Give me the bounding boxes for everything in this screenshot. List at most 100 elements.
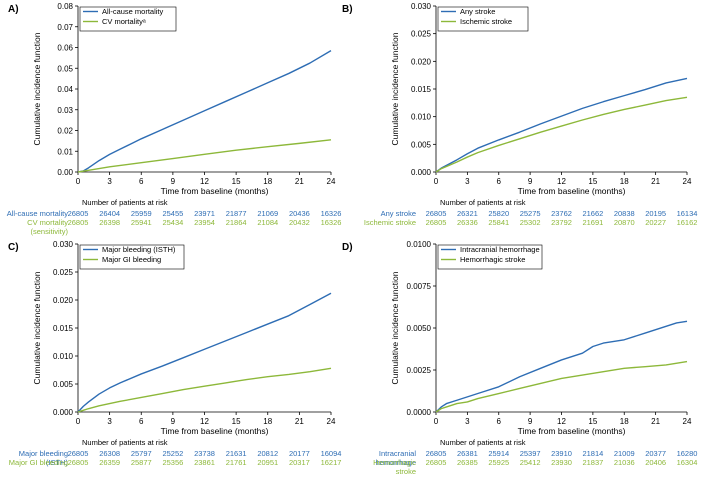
risk-value: 25959 (131, 209, 152, 218)
risk-value: 21837 (582, 458, 603, 467)
y-tick-label: 0.020 (53, 296, 74, 305)
x-tick-label: 18 (263, 417, 272, 426)
y-tick-label: 0.030 (411, 2, 432, 11)
risk-value: 26805 (426, 458, 447, 467)
series-line-1 (77, 292, 332, 413)
y-axis-title: Cumulative incidence function (390, 271, 400, 384)
risk-value: 21864 (226, 218, 247, 227)
risk-value: 25841 (488, 218, 509, 227)
risk-value: 26805 (426, 218, 447, 227)
risk-value: 26385 (457, 458, 478, 467)
risk-value: 16304 (677, 458, 698, 467)
risk-value: 21814 (582, 449, 603, 458)
risk-value: 23861 (194, 458, 215, 467)
x-tick-label: 12 (557, 177, 566, 186)
y-axis-title: Cumulative incidence function (32, 32, 42, 145)
x-tick-label: 9 (171, 177, 176, 186)
x-tick-label: 6 (139, 177, 144, 186)
risk-value: 23762 (551, 209, 572, 218)
risk-row-label: Hemorrhagic (373, 458, 416, 467)
x-tick-label: 24 (683, 417, 692, 426)
risk-value: 20432 (289, 218, 310, 227)
risk-value: 20951 (257, 458, 278, 467)
risk-table-title: Number of patients at risk (82, 198, 168, 207)
risk-row-label: All-cause mortality (7, 209, 69, 218)
y-tick-label: 0.08 (57, 2, 73, 11)
risk-row-label: Any stroke (381, 209, 416, 218)
series-line-2 (435, 96, 688, 173)
risk-row-label: (sensitivity) (30, 227, 68, 236)
x-axis-title: Time from baseline (months) (518, 426, 626, 436)
risk-row-label: (ISTH) (46, 458, 69, 467)
x-tick-label: 24 (327, 177, 336, 186)
risk-table-title: Number of patients at risk (440, 198, 526, 207)
x-tick-label: 15 (588, 417, 597, 426)
chart-panel-1: A) 0.00 0.01 0.02 0.03 0.04 0.05 0.06 0.07 0.08 0 3… (7, 2, 342, 236)
chart-panel-2: B) 0.000 0.005 0.010 0.015 0.020 0.025 0.030 0 3 6… (342, 2, 697, 227)
y-tick-label: 0.000 (411, 168, 432, 177)
risk-value: 25434 (162, 218, 183, 227)
legend-entry: Major GI bleeding (102, 255, 161, 264)
chart-panel-4: D) 0.0000 0.0025 0.0050 0.0075 0.0100 0 3 6 9 12 15… (342, 240, 697, 476)
y-tick-label: 0.0075 (407, 282, 432, 291)
risk-value: 25275 (520, 209, 541, 218)
series-line-1 (77, 50, 332, 173)
risk-value: 25914 (488, 449, 509, 458)
x-tick-label: 18 (620, 417, 629, 426)
risk-value: 21009 (614, 449, 635, 458)
risk-value: 25925 (488, 458, 509, 467)
y-tick-label: 0.000 (53, 408, 74, 417)
x-axis-title: Time from baseline (months) (161, 186, 269, 196)
x-tick-label: 6 (497, 177, 502, 186)
x-tick-label: 15 (232, 417, 241, 426)
risk-value: 26805 (68, 458, 89, 467)
risk-value: 25877 (131, 458, 152, 467)
risk-value: 25302 (520, 218, 541, 227)
x-tick-label: 15 (232, 177, 241, 186)
risk-value: 26321 (457, 209, 478, 218)
x-tick-label: 3 (465, 177, 470, 186)
series-line-1 (435, 320, 688, 413)
y-tick-label: 0.015 (53, 324, 74, 333)
risk-value: 23910 (551, 449, 572, 458)
y-axis-title: Cumulative incidence function (32, 271, 42, 384)
risk-value: 21761 (226, 458, 247, 467)
x-tick-label: 21 (651, 177, 660, 186)
y-tick-label: 0.0050 (407, 324, 432, 333)
y-tick-label: 0.010 (53, 352, 74, 361)
y-tick-label: 0.07 (57, 23, 73, 32)
legend-entry: Major bleeding (ISTH) (102, 245, 176, 254)
x-tick-label: 12 (200, 417, 209, 426)
risk-row-label: Major GI bleeding (9, 458, 68, 467)
y-tick-label: 0.015 (411, 85, 432, 94)
risk-value: 26398 (99, 218, 120, 227)
x-tick-label: 12 (200, 177, 209, 186)
risk-row-label: hemorrhage (376, 458, 416, 467)
risk-value: 25356 (162, 458, 183, 467)
y-tick-label: 0.025 (53, 268, 74, 277)
risk-value: 16162 (677, 218, 698, 227)
risk-value: 21691 (582, 218, 603, 227)
risk-table-title: Number of patients at risk (440, 438, 526, 447)
risk-value: 26805 (426, 449, 447, 458)
y-tick-label: 0.005 (411, 140, 432, 149)
y-tick-label: 0.03 (57, 106, 73, 115)
risk-row-label: Intracranial (379, 449, 416, 458)
risk-value: 26381 (457, 449, 478, 458)
x-tick-label: 0 (76, 417, 81, 426)
legend-entry: All-cause mortality (102, 7, 164, 16)
x-tick-label: 21 (295, 417, 304, 426)
x-tick-label: 12 (557, 417, 566, 426)
risk-table-title: Number of patients at risk (82, 438, 168, 447)
x-tick-label: 21 (651, 417, 660, 426)
risk-value: 25252 (162, 449, 183, 458)
risk-value: 20377 (645, 449, 666, 458)
y-tick-label: 0.025 (411, 30, 432, 39)
risk-value: 25941 (131, 218, 152, 227)
x-axis-title: Time from baseline (months) (161, 426, 269, 436)
risk-value: 21036 (614, 458, 635, 467)
risk-value: 16280 (677, 449, 698, 458)
y-tick-label: 0.0000 (407, 408, 432, 417)
y-tick-label: 0.04 (57, 85, 73, 94)
risk-value: 20195 (645, 209, 666, 218)
